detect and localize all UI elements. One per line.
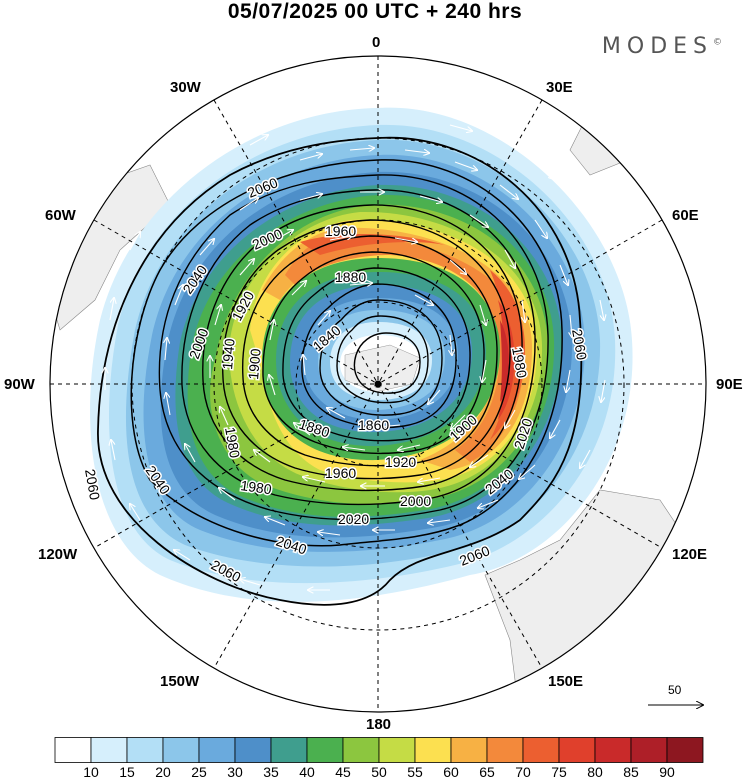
contour-label: 1980 — [509, 346, 530, 380]
colorbar-cell — [558, 737, 596, 763]
copyright-mark: © — [713, 37, 722, 48]
colorbar-tick-label: 10 — [83, 764, 99, 780]
contour-label: 1940 — [219, 338, 238, 371]
graticule — [50, 56, 706, 712]
lon-label-30e: 30E — [546, 79, 573, 96]
lon-label-150e: 150E — [548, 673, 584, 690]
colorbar-cell — [306, 737, 344, 763]
contour-label: 1960 — [325, 223, 356, 239]
colorbar-cell — [378, 737, 416, 763]
colorbar-tick-label: 65 — [479, 764, 495, 780]
colorbar-tick-label: 70 — [515, 764, 531, 780]
lon-label-120e: 120E — [672, 546, 708, 563]
contour-label: 1960 — [325, 465, 356, 481]
lon-label-150w: 150W — [160, 673, 200, 690]
brand-text: MODES — [601, 34, 713, 59]
colorbar-cell — [198, 737, 236, 763]
contour-label: 1920 — [385, 454, 416, 470]
lon-label-60w: 60W — [45, 207, 76, 224]
contour-label: 1860 — [358, 417, 389, 433]
lon-label-90e: 90E — [716, 376, 743, 393]
colorbar-tick-label: 15 — [119, 764, 135, 780]
colorbar-cell — [90, 737, 128, 763]
contour-label: 1900 — [245, 348, 264, 381]
colorbar-cell — [162, 737, 200, 763]
colorbar-tick-label: 90 — [659, 764, 675, 780]
colorbar-cell — [522, 737, 560, 763]
colorbar-cell — [54, 737, 92, 763]
colorbar-tick-label: 55 — [407, 764, 423, 780]
colorbar-tick-label: 25 — [191, 764, 207, 780]
contour-label: 2020 — [338, 511, 369, 527]
lon-label-90w: 90W — [4, 376, 35, 393]
colorbar-cell — [234, 737, 272, 763]
lon-label-30w: 30W — [170, 79, 201, 96]
lon-label-180: 180 — [366, 716, 392, 733]
map-border — [49, 55, 707, 713]
contour-label: 2000 — [400, 493, 431, 509]
brand-logo: MODES© — [602, 34, 722, 59]
lon-label-60e: 60E — [672, 207, 699, 224]
colorbar-cell — [270, 737, 308, 763]
colorbar-cell — [342, 737, 380, 763]
lon-label-120w: 120W — [38, 546, 78, 563]
map-title: 05/07/2025 00 UTC + 240 hrs — [227, 0, 523, 23]
map-disk — [50, 56, 706, 712]
contour-label: 1980 — [222, 426, 243, 460]
colorbar-tick-label: 30 — [227, 764, 243, 780]
colorbar-tick-label: 45 — [335, 764, 351, 780]
colorbar-tick-label: 80 — [587, 764, 603, 780]
colorbar-cell — [414, 737, 452, 763]
colorbar-tick-label: 50 — [371, 764, 387, 780]
colorbar-cell — [486, 737, 524, 763]
colorbar-cell — [666, 737, 704, 763]
contour-label: 1980 — [240, 477, 273, 497]
contour-label: 2060 — [569, 328, 590, 362]
colorbar-cell — [630, 737, 668, 763]
colorbar — [54, 737, 704, 763]
colorbar-tick-label: 40 — [299, 764, 315, 780]
colorbar-tick-label: 85 — [623, 764, 639, 780]
reference-vector-label: 50 — [668, 683, 682, 697]
wind-vectors — [105, 124, 605, 590]
lon-label-0: 0 — [372, 34, 381, 51]
colorbar-tick-label: 20 — [155, 764, 171, 780]
colorbar-tick-label: 60 — [443, 764, 459, 780]
colorbar-cell — [126, 737, 164, 763]
colorbar-tick-label: 35 — [263, 764, 279, 780]
south-pole-marker — [374, 380, 382, 388]
colorbar-cell — [594, 737, 632, 763]
contour-label: 1880 — [335, 269, 366, 285]
colorbar-tick-label: 75 — [551, 764, 567, 780]
colorbar-cell — [450, 737, 488, 763]
height-contours — [97, 136, 583, 606]
